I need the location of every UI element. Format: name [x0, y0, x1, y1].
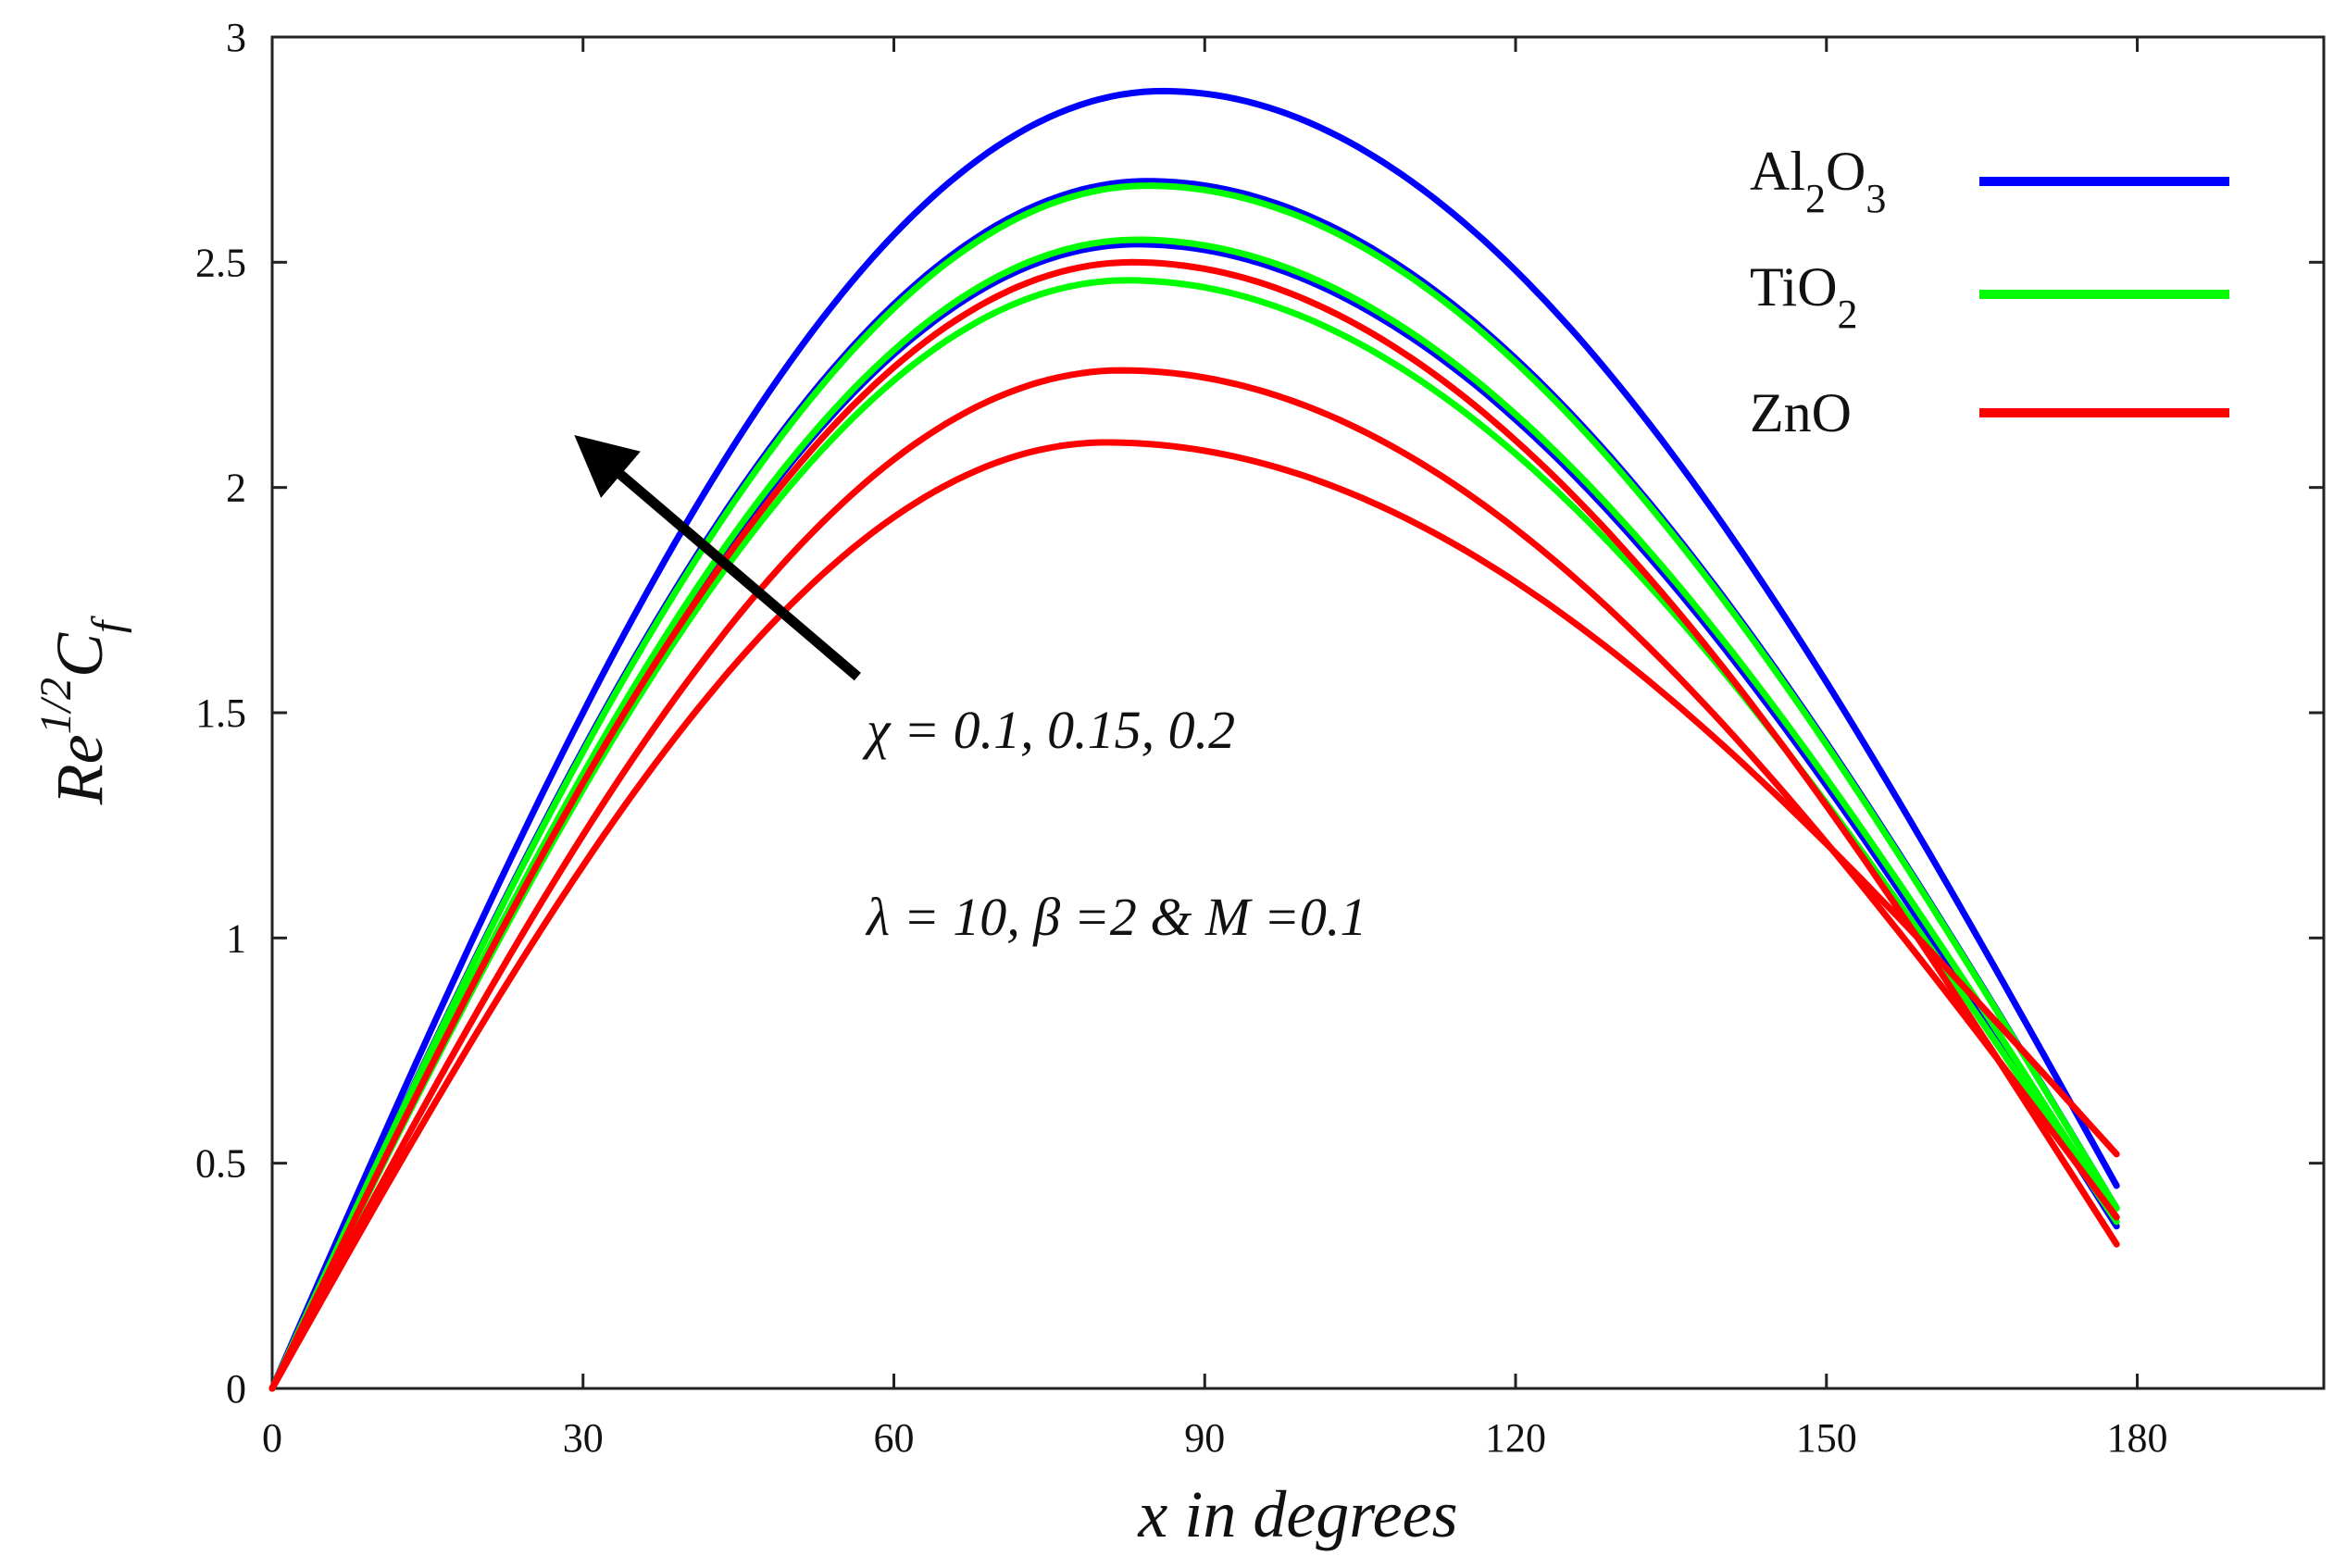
x-tick-label: 30: [563, 1415, 604, 1461]
x-tick-label: 90: [1184, 1415, 1225, 1461]
y-title-main: C: [43, 632, 117, 678]
legend-label-al2o3: Al2O3: [1750, 141, 1886, 221]
legend-label-zno: ZnO: [1750, 382, 1852, 443]
y-title-base: Re: [43, 734, 117, 805]
chi-increase-arrow: [574, 435, 861, 681]
y-tick-label: 2.5: [195, 240, 246, 285]
series-line-6: [268, 258, 2120, 1392]
y-tick-label: 1: [226, 915, 246, 961]
y-title-exponent: 1/2: [31, 678, 81, 734]
x-tick-label: 60: [874, 1415, 915, 1461]
series-line-7: [268, 367, 2120, 1392]
y-title-subscript: f: [83, 616, 132, 633]
legend-label-tio2: TiO2: [1750, 256, 1858, 337]
legend: Al2O3 TiO2 ZnO: [1750, 141, 2229, 443]
series-line-8: [268, 439, 2120, 1392]
y-tick-label: 2: [226, 466, 246, 511]
legend-al2o3-o: O: [1826, 141, 1866, 202]
y-tick-label: 0.5: [195, 1141, 246, 1187]
legend-al2o3-sub2: 2: [1805, 176, 1826, 221]
x-tick-label: 0: [262, 1415, 282, 1461]
legend-tio2-sub2: 2: [1838, 292, 1858, 337]
axis-ticks: [270, 35, 2324, 1390]
series-line-4: [268, 236, 2120, 1392]
y-axis-title-text: Re1/2Cf: [31, 616, 132, 805]
y-tick-label: 1.5: [195, 691, 246, 736]
x-tick-label: 150: [1796, 1415, 1857, 1461]
y-axis-title: Re1/2Cf: [31, 616, 132, 805]
series-line-0: [268, 87, 2120, 1392]
y-tick-label: 3: [226, 15, 246, 60]
parameters-annotation: λ = 10, β =2 & M =0.1: [865, 887, 1366, 947]
x-axis-title: x in degrees: [1137, 1477, 1457, 1551]
chi-values-annotation: χ = 0.1, 0.15, 0.2: [862, 700, 1235, 760]
axis-tick-labels: 0 30 60 90 120 150 180 0 0.5 1 1.5 2 2.5 3: [195, 15, 2168, 1461]
series-lines: [268, 87, 2120, 1392]
x-tick-label: 180: [2107, 1415, 2168, 1461]
legend-al2o3-sub3: 3: [1866, 176, 1886, 221]
series-line-3: [268, 182, 2120, 1392]
legend-al2o3-al: Al: [1750, 141, 1805, 202]
y-tick-label: 0: [226, 1366, 246, 1412]
x-tick-label: 120: [1485, 1415, 1546, 1461]
legend-tio2-main: TiO: [1750, 256, 1838, 317]
